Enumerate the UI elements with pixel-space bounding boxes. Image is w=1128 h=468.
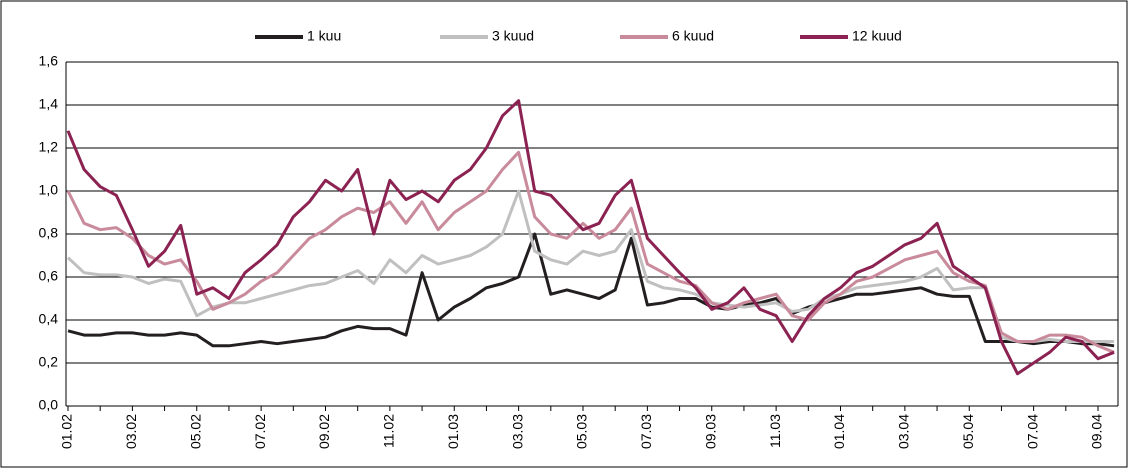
- y-tick-label: 1,0: [39, 182, 59, 198]
- y-tick-label: 1,4: [39, 96, 59, 112]
- y-tick-label: 1,6: [39, 53, 59, 69]
- x-tick-label: 01.03: [445, 414, 461, 449]
- x-tick-label: 05.03: [574, 414, 590, 449]
- x-tick-label: 09.04: [1089, 414, 1105, 449]
- y-tick-label: 1,2: [39, 139, 59, 155]
- series-line: [66, 189, 1115, 343]
- x-tick-label: 07.03: [638, 414, 654, 449]
- x-tick-label: 01.02: [59, 414, 75, 449]
- y-tick-label: 0,4: [39, 311, 59, 327]
- x-tick-label: 03.02: [123, 414, 139, 449]
- x-tick-label: 03.04: [896, 414, 912, 449]
- x-tick-label: 05.04: [960, 414, 976, 449]
- x-tick-label: 09.02: [316, 414, 332, 449]
- legend-label: 6 kuud: [672, 28, 714, 44]
- y-tick-label: 0,0: [39, 397, 59, 413]
- x-tick-label: 09.03: [702, 414, 718, 449]
- y-tick-label: 0,2: [39, 354, 59, 370]
- x-tick-label: 07.02: [252, 414, 268, 449]
- series-line: [67, 232, 1115, 348]
- x-tick-label: 11.03: [767, 414, 783, 448]
- x-tick-label: 03.03: [509, 414, 525, 449]
- series-line: [66, 99, 1115, 376]
- y-tick-label: 0,8: [39, 225, 59, 241]
- x-tick-label: 07.04: [1024, 414, 1040, 449]
- x-tick-label: 11.02: [381, 414, 397, 448]
- series-line: [66, 150, 1115, 354]
- y-tick-label: 0,6: [39, 268, 59, 284]
- x-tick-label: 01.04: [831, 414, 847, 449]
- legend-label: 3 kuud: [492, 28, 534, 44]
- legend-label: 12 kuud: [852, 28, 902, 44]
- legend-label: 1 kuu: [307, 28, 341, 44]
- x-tick-label: 05.02: [187, 414, 203, 449]
